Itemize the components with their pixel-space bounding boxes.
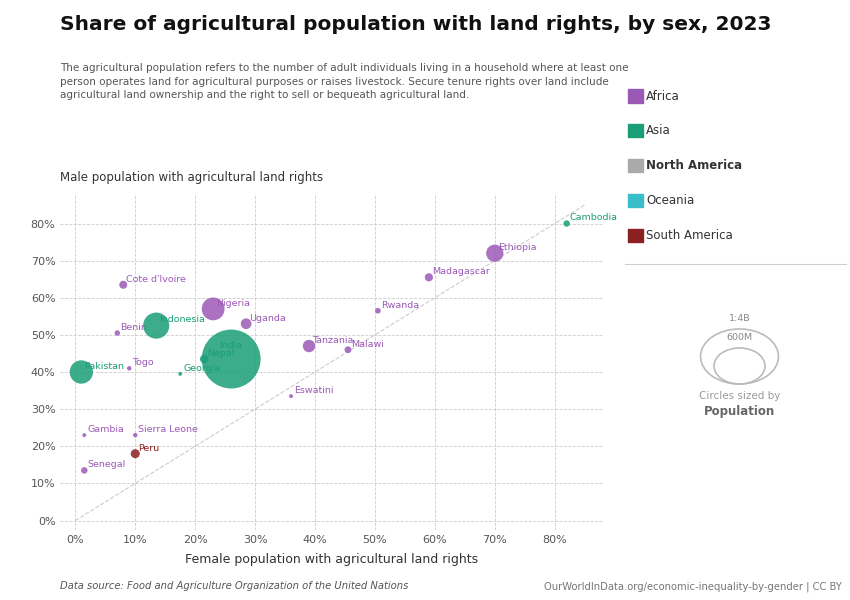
Text: Male population with agricultural land rights: Male population with agricultural land r… [60,171,324,184]
Point [371,306,385,316]
Point [173,369,187,379]
Point [303,341,316,351]
Point [128,430,142,440]
Text: Cambodia: Cambodia [570,214,618,223]
Text: 600M: 600M [727,333,752,342]
Point [110,328,124,338]
Text: Indonesia: Indonesia [159,316,205,325]
Text: 1:4B: 1:4B [728,314,751,323]
Text: Asia: Asia [646,124,671,137]
Text: Ethiopia: Ethiopia [498,243,536,252]
Text: Madagascar: Madagascar [432,267,490,276]
Text: Data source: Food and Agriculture Organization of the United Nations: Data source: Food and Agriculture Organi… [60,581,409,591]
Text: Gambia: Gambia [88,425,124,434]
Text: Population: Population [704,405,775,418]
Text: Georgia: Georgia [184,364,220,373]
Point [197,354,211,364]
Text: Nepal: Nepal [207,349,235,358]
Point [422,272,436,282]
Text: North America: North America [646,159,742,172]
Point [341,345,354,355]
Text: in Data: in Data [773,40,818,50]
Text: Eswatini: Eswatini [294,386,333,395]
Point [560,219,574,229]
Point [224,354,238,364]
Point [207,304,220,314]
Text: Pakistan: Pakistan [84,362,124,371]
Point [77,466,91,475]
Text: Our World: Our World [763,22,827,32]
Text: Uganda: Uganda [249,314,286,323]
Point [488,248,502,258]
Text: India: India [219,341,243,350]
Text: Oceania: Oceania [646,194,694,207]
Text: Share of agricultural population with land rights, by sex, 2023: Share of agricultural population with la… [60,15,772,34]
Text: Rwanda: Rwanda [381,301,419,310]
Point [240,319,253,329]
Text: Tanzania: Tanzania [312,336,354,345]
Point [122,364,136,373]
Text: Circles sized by: Circles sized by [699,391,780,401]
Text: Nigeria: Nigeria [216,299,250,308]
Text: Senegal: Senegal [88,460,126,469]
Point [116,280,130,290]
Text: Malawi: Malawi [351,340,384,349]
Text: Peru: Peru [139,443,160,452]
Point [75,367,88,377]
Text: Africa: Africa [646,89,680,103]
Text: South America: South America [646,229,733,242]
X-axis label: Female population with agricultural land rights: Female population with agricultural land… [185,553,478,566]
Text: Togo: Togo [133,358,154,367]
Text: Benin: Benin [120,323,147,332]
Point [284,391,298,401]
Text: OurWorldInData.org/economic-inequality-by-gender | CC BY: OurWorldInData.org/economic-inequality-b… [544,581,842,592]
Point [128,449,142,458]
Point [150,321,163,331]
Point [77,430,91,440]
Text: Sierra Leone: Sierra Leone [139,425,198,434]
Text: Cote d'Ivoire: Cote d'Ivoire [127,275,186,284]
Text: The agricultural population refers to the number of adult individuals living in : The agricultural population refers to th… [60,63,629,100]
